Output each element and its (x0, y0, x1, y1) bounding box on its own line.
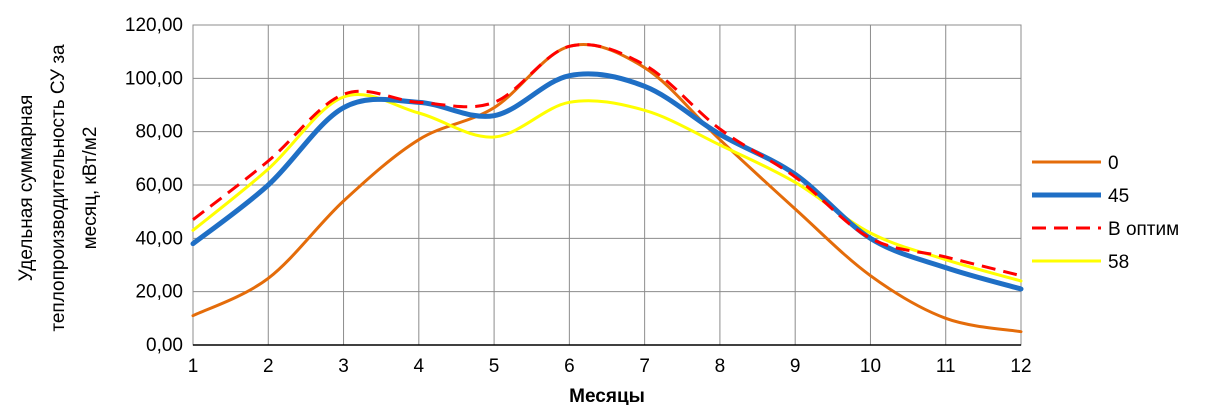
x-tick-label: 3 (338, 356, 349, 377)
y-axis-title: Удельная суммарная теплопроизводительност… (16, 44, 101, 332)
x-tick-label: 12 (1010, 356, 1031, 377)
y-tick-label: 60,00 (135, 175, 183, 196)
x-tick-label: 2 (263, 356, 274, 377)
series-layer (190, 43, 1024, 334)
y-tick-label: 80,00 (135, 122, 183, 143)
y-tick-label: 40,00 (135, 228, 183, 249)
y-tick-label: 20,00 (135, 282, 183, 303)
x-axis-title: Месяцы (569, 386, 645, 405)
series-line-1 (190, 71, 1024, 292)
y-tick-label: 0,00 (146, 335, 183, 356)
series-line-0 (191, 43, 1023, 334)
x-tick-label: 10 (860, 356, 881, 377)
legend: 0 45 В оптим 58 (1032, 153, 1179, 273)
legend-label: В оптим (1108, 219, 1179, 240)
y-axis-title-line: месяц, кВт/м2 (80, 127, 101, 250)
grid (192, 24, 1022, 346)
x-tick-label: 4 (414, 356, 425, 377)
x-tick-label: 9 (790, 356, 801, 377)
y-tick-label: 120,00 (125, 15, 183, 36)
x-tick-label: 1 (188, 356, 199, 377)
series-line-3 (191, 92, 1023, 283)
x-tick-label: 7 (639, 356, 650, 377)
legend-label: 45 (1108, 186, 1129, 207)
legend-label: 0 (1108, 153, 1119, 174)
y-tick-label: 100,00 (125, 68, 183, 89)
x-tick-label: 5 (489, 356, 500, 377)
series-line-2 (192, 43, 1022, 278)
y-axis-title-line: Удельная суммарная (16, 95, 37, 282)
x-axis-ticks: 1 2 3 4 5 6 7 8 9 10 11 12 (188, 356, 1032, 377)
y-axis-title-line: теплопроизводительность СУ за (48, 44, 69, 332)
x-tick-label: 6 (564, 356, 575, 377)
legend-label: 58 (1108, 252, 1129, 273)
x-tick-label: 11 (936, 356, 956, 377)
x-tick-label: 8 (715, 356, 726, 377)
y-axis-ticks: 0,00 20,00 40,00 60,00 80,00 100,00 120,00 (125, 15, 183, 356)
